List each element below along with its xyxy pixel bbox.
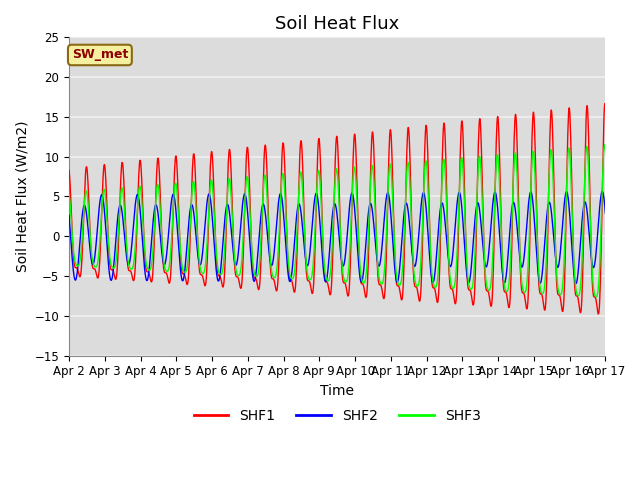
SHF2 <box>598 189 606 194</box>
SHF1 <box>595 311 602 317</box>
Line: SHF1: SHF1 <box>69 104 605 314</box>
SHF3 <box>371 186 378 192</box>
SHF1 <box>107 265 115 271</box>
SHF2 <box>602 211 609 216</box>
Y-axis label: Soil Heat Flux (W/m2): Soil Heat Flux (W/m2) <box>15 120 29 272</box>
SHF2 <box>572 281 580 287</box>
SHF3 <box>314 177 321 183</box>
Line: SHF2: SHF2 <box>69 192 605 284</box>
SHF1 <box>65 168 73 173</box>
SHF1 <box>129 275 136 280</box>
SHF2 <box>292 213 300 219</box>
SHF2 <box>371 227 378 232</box>
Line: SHF3: SHF3 <box>69 145 605 297</box>
SHF3 <box>602 146 609 152</box>
SHF1 <box>602 103 609 109</box>
SHF3 <box>304 272 312 277</box>
SHF2 <box>65 213 73 218</box>
SHF1 <box>304 277 312 283</box>
SHF1 <box>371 159 378 165</box>
SHF3 <box>601 142 609 148</box>
Text: SW_met: SW_met <box>72 48 128 61</box>
X-axis label: Time: Time <box>320 384 354 398</box>
Legend: SHF1, SHF2, SHF3: SHF1, SHF2, SHF3 <box>188 403 486 428</box>
SHF1 <box>601 101 609 107</box>
SHF2 <box>304 263 312 268</box>
SHF2 <box>314 193 321 199</box>
SHF3 <box>129 265 136 271</box>
SHF2 <box>129 235 136 241</box>
Title: Soil Heat Flux: Soil Heat Flux <box>275 15 399 33</box>
SHF3 <box>65 192 73 197</box>
SHF2 <box>107 276 115 282</box>
SHF3 <box>292 239 300 244</box>
SHF1 <box>292 262 300 267</box>
SHF3 <box>107 259 115 265</box>
SHF3 <box>592 294 600 300</box>
SHF1 <box>314 160 321 166</box>
